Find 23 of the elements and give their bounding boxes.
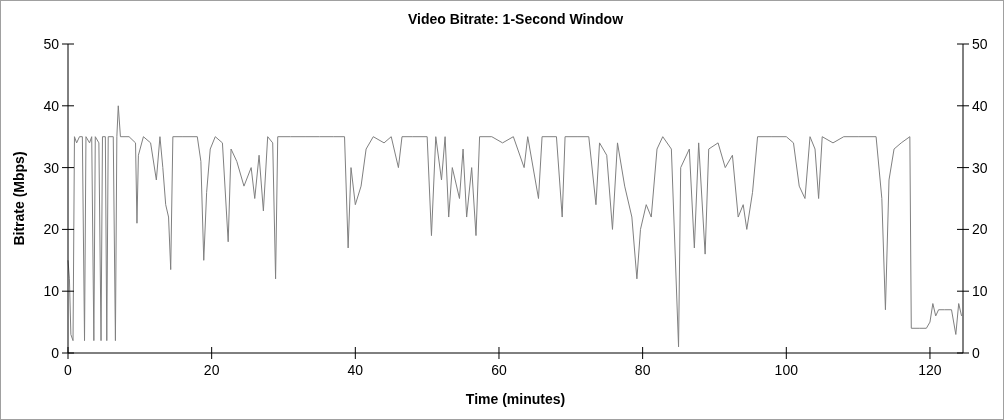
x-tick-label: 100 <box>774 362 799 378</box>
x-tick-label: 20 <box>203 362 220 378</box>
y-axis-title: Bitrate (Mbps) <box>11 151 27 246</box>
y2-tick-label: 20 <box>972 221 988 238</box>
y2-tick-label: 30 <box>972 159 988 176</box>
x-axis-title: Time (minutes) <box>465 391 566 407</box>
y-tick-label: 50 <box>43 35 60 52</box>
x-tick-label: 0 <box>64 362 73 378</box>
y2-tick-label: 0 <box>972 344 980 361</box>
y2-tick-label: 50 <box>972 35 988 52</box>
chart-title: Video Bitrate: 1-Second Window <box>407 11 624 27</box>
x-tick-label: 120 <box>918 362 942 378</box>
x-tick-label: 80 <box>634 362 651 378</box>
y-tick-label: 30 <box>43 159 60 176</box>
line-series <box>67 105 963 348</box>
y2-tick-label: 40 <box>972 97 988 114</box>
y-tick-label: 10 <box>43 283 60 300</box>
x-tick-label: 60 <box>491 362 507 378</box>
y-tick-label: 20 <box>43 221 60 238</box>
y-tick-label: 40 <box>43 97 60 114</box>
x-tick-label: 40 <box>347 362 364 378</box>
y2-tick-label: 10 <box>972 283 988 300</box>
y-tick-label: 0 <box>51 344 60 361</box>
